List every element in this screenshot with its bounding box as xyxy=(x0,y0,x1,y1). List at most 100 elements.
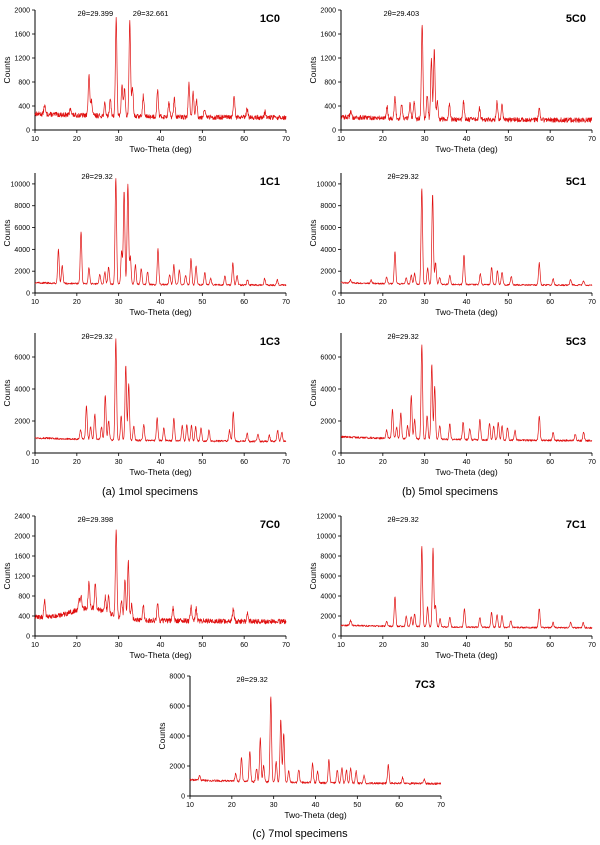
chart-panel-7C1: 0 2000 4000 6000 8000 10000 12000 10 20 30 40 50 60 7… xyxy=(306,508,596,663)
chart-panel-1C0: 0 400 800 1200 1600 2000 10 20 30 40 50 60 70 Two-The… xyxy=(0,2,290,157)
x-tick-label: 50 xyxy=(504,299,512,306)
x-tick-label: 60 xyxy=(546,299,554,306)
y-tick-label: 1200 xyxy=(14,574,30,581)
peak-annotation: 2θ=29.398 xyxy=(77,515,113,524)
x-tick-label: 30 xyxy=(115,459,123,466)
x-tick-label: 20 xyxy=(73,299,81,306)
y-axis-label: Counts xyxy=(2,563,12,590)
sample-label: 7C1 xyxy=(566,519,586,531)
x-tick-label: 40 xyxy=(157,299,165,306)
y-tick-label: 0 xyxy=(332,634,336,641)
y-tick-label: 6000 xyxy=(14,225,30,232)
x-tick-label: 40 xyxy=(312,802,320,809)
x-tick-label: 50 xyxy=(198,299,206,306)
chart-panel-1C3: 0 2000 4000 6000 10 20 30 40 50 60 70 Two-Theta (de… xyxy=(0,325,290,480)
x-tick-label: 30 xyxy=(421,136,429,143)
y-tick-label: 1600 xyxy=(14,32,30,39)
sample-label: 1C3 xyxy=(260,336,280,348)
x-tick-label: 20 xyxy=(379,459,387,466)
y-tick-label: 1600 xyxy=(14,554,30,561)
x-tick-label: 30 xyxy=(115,136,123,143)
y-tick-label: 2000 xyxy=(14,269,30,276)
x-tick-label: 50 xyxy=(504,459,512,466)
y-axis-label: Counts xyxy=(2,380,12,407)
y-tick-label: 1600 xyxy=(320,32,336,39)
y-axis-label: Counts xyxy=(2,57,12,84)
y-tick-label: 2000 xyxy=(14,534,30,541)
peak-annotation: 2θ=29.32 xyxy=(236,675,268,684)
y-tick-label: 8000 xyxy=(169,674,185,681)
y-tick-label: 2400 xyxy=(14,514,30,521)
xrd-trace xyxy=(34,338,287,443)
y-tick-label: 10000 xyxy=(317,534,337,541)
xrd-trace xyxy=(34,529,287,625)
y-axis-label: Counts xyxy=(157,723,167,750)
y-tick-label: 8000 xyxy=(320,203,336,210)
y-tick-label: 6000 xyxy=(320,225,336,232)
y-tick-label: 800 xyxy=(18,594,30,601)
x-tick-label: 10 xyxy=(337,642,345,649)
x-tick-label: 60 xyxy=(240,459,248,466)
y-tick-label: 800 xyxy=(18,80,30,87)
caption-7mol: (c) 7mol specimens xyxy=(252,828,348,840)
x-axis-label: Two-Theta (deg) xyxy=(435,467,498,477)
x-tick-label: 60 xyxy=(546,459,554,466)
y-tick-label: 800 xyxy=(324,80,336,87)
x-tick-label: 60 xyxy=(546,136,554,143)
x-tick-label: 70 xyxy=(588,459,596,466)
y-axis-label: Counts xyxy=(2,220,12,247)
y-tick-label: 8000 xyxy=(14,203,30,210)
y-tick-label: 0 xyxy=(26,291,30,298)
y-tick-label: 400 xyxy=(18,614,30,621)
sample-label: 1C1 xyxy=(260,176,280,188)
x-tick-label: 50 xyxy=(198,459,206,466)
x-tick-label: 30 xyxy=(115,299,123,306)
y-tick-label: 1200 xyxy=(14,56,30,63)
y-tick-label: 6000 xyxy=(14,355,30,362)
y-tick-label: 10000 xyxy=(11,181,31,188)
xrd-trace xyxy=(189,696,442,785)
y-axis-label: Counts xyxy=(308,380,318,407)
x-tick-label: 10 xyxy=(337,459,345,466)
peak-annotation: 2θ=29.32 xyxy=(387,172,419,181)
x-tick-label: 10 xyxy=(337,136,345,143)
x-tick-label: 70 xyxy=(437,802,445,809)
x-tick-label: 50 xyxy=(504,642,512,649)
x-tick-label: 20 xyxy=(73,642,81,649)
x-tick-label: 60 xyxy=(546,642,554,649)
y-tick-label: 0 xyxy=(332,128,336,135)
peak-annotation: 2θ=29.32 xyxy=(387,515,419,524)
y-tick-label: 1200 xyxy=(320,56,336,63)
chart-panel-1C1: 0 2000 4000 6000 8000 10000 10 20 30 40 50 60 70 Two-… xyxy=(0,165,290,320)
xrd-trace xyxy=(340,188,593,287)
y-tick-label: 2000 xyxy=(169,764,185,771)
xrd-chart-5C3: 0 2000 4000 6000 10 20 30 40 50 60 70 Two-Theta (de… xyxy=(308,332,596,477)
y-tick-label: 0 xyxy=(181,794,185,801)
xrd-chart-7C1: 0 2000 4000 6000 8000 10000 12000 10 20 30 40 50 60 7… xyxy=(308,514,596,661)
sample-label: 5C1 xyxy=(566,176,586,188)
y-tick-label: 2000 xyxy=(320,269,336,276)
sample-label: 7C3 xyxy=(415,679,435,691)
x-tick-label: 50 xyxy=(353,802,361,809)
y-tick-label: 0 xyxy=(332,291,336,298)
x-tick-label: 30 xyxy=(421,459,429,466)
y-tick-label: 6000 xyxy=(169,704,185,711)
x-tick-label: 60 xyxy=(240,136,248,143)
xrd-chart-5C1: 0 2000 4000 6000 8000 10000 10 20 30 40 50 60 70 Two-… xyxy=(308,172,596,317)
x-tick-label: 20 xyxy=(73,136,81,143)
xrd-chart-1C3: 0 2000 4000 6000 10 20 30 40 50 60 70 Two-Theta (de… xyxy=(2,332,290,477)
y-tick-label: 8000 xyxy=(320,554,336,561)
x-axis-label: Two-Theta (deg) xyxy=(129,650,192,660)
xrd-trace xyxy=(34,17,287,121)
y-tick-label: 6000 xyxy=(320,574,336,581)
x-tick-label: 60 xyxy=(240,299,248,306)
x-tick-label: 10 xyxy=(31,642,39,649)
x-tick-label: 20 xyxy=(379,299,387,306)
y-tick-label: 0 xyxy=(26,634,30,641)
peak-annotation: 2θ=29.399 xyxy=(77,9,113,18)
sample-label: 7C0 xyxy=(260,519,280,531)
xrd-chart-7C3: 0 2000 4000 6000 8000 10 20 30 40 50 60 70 Two-Theta… xyxy=(157,674,445,821)
x-axis-label: Two-Theta (deg) xyxy=(435,144,498,154)
x-tick-label: 10 xyxy=(31,299,39,306)
x-axis-label: Two-Theta (deg) xyxy=(129,144,192,154)
